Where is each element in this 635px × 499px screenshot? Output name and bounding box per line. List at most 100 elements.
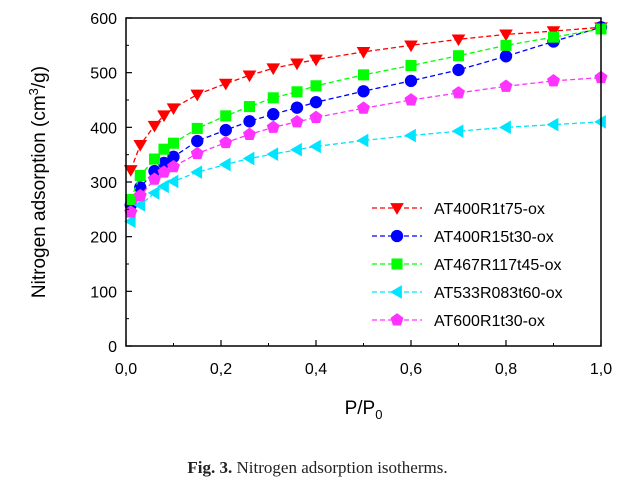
series-AT600R1t30-ox — [124, 70, 608, 218]
legend: AT400R1t75-ox AT400R15t30-ox AT467R117t45-… — [372, 201, 563, 330]
data-point — [242, 70, 257, 83]
figure-caption-label: Fig. 3. — [187, 458, 233, 477]
data-point — [499, 29, 513, 42]
data-point — [404, 93, 418, 106]
data-point — [218, 78, 233, 91]
y-tick-label: 200 — [90, 230, 117, 247]
data-point — [243, 127, 256, 140]
data-point — [290, 101, 304, 114]
data-point — [125, 193, 137, 206]
data-point — [404, 74, 418, 88]
data-point — [124, 205, 138, 218]
legend-marker — [391, 258, 403, 270]
legend-label: AT600R1t30-ox — [434, 313, 545, 330]
data-point — [148, 164, 161, 178]
y-axis-title-main: Nitrogen adsorption (cm — [29, 95, 50, 298]
series-AT533R083t60-ox — [123, 115, 606, 229]
data-point — [158, 143, 170, 155]
x-tick-label: 0,6 — [400, 361, 422, 378]
legend-marker — [390, 285, 402, 299]
data-point — [546, 117, 559, 132]
data-point — [266, 63, 281, 76]
y-tick-label: 100 — [90, 284, 117, 301]
legend-label: AT533R083t60-ox — [434, 285, 563, 302]
y-axis-title-superscript: 3 — [26, 88, 41, 95]
data-point — [310, 80, 322, 92]
data-point — [243, 101, 256, 113]
data-point — [157, 156, 171, 170]
x-axis-title-main: P/P — [345, 398, 376, 419]
y-tick-label: 0 — [108, 339, 117, 356]
data-point — [242, 151, 255, 166]
legend-entry: AT533R083t60-ox — [372, 285, 563, 302]
x-tick-label: 0,4 — [305, 361, 327, 378]
data-point — [547, 74, 560, 87]
series-AT467R117t45-ox — [125, 23, 607, 206]
data-point — [499, 79, 513, 92]
data-point — [267, 108, 280, 121]
y-axis: 0 100 200 300 400 500 600 — [90, 11, 132, 356]
data-point — [190, 146, 204, 160]
data-point — [167, 137, 180, 149]
series-layer — [123, 21, 608, 229]
data-point — [404, 40, 418, 53]
legend-marker — [390, 313, 404, 326]
x-tick-label: 0,0 — [115, 361, 137, 378]
data-point — [309, 139, 321, 154]
data-point — [157, 179, 169, 194]
data-point — [499, 120, 511, 135]
data-point — [309, 110, 323, 124]
data-point — [451, 34, 466, 47]
data-point — [157, 165, 171, 178]
data-point — [290, 142, 302, 157]
data-point — [133, 188, 147, 202]
x-axis: 0,0 0,2 0,4 0,6 0,8 1,0 — [115, 340, 612, 378]
data-point — [452, 63, 465, 77]
data-point — [134, 169, 146, 181]
data-point — [357, 69, 370, 81]
series-AT400R15t30-ox — [124, 21, 608, 212]
data-point — [123, 214, 136, 229]
data-point — [291, 86, 303, 98]
data-point — [219, 123, 232, 137]
data-point — [133, 198, 146, 212]
figure-caption-text: Nitrogen adsorption isotherms. — [236, 458, 448, 477]
legend-entry: AT600R1t30-ox — [372, 313, 545, 330]
legend-entry: AT400R1t75-ox — [372, 201, 545, 218]
data-point — [357, 101, 370, 114]
data-point — [356, 47, 371, 59]
data-point — [309, 54, 323, 67]
legend-entry: AT400R15t30-ox — [372, 229, 554, 246]
x-tick-label: 0,8 — [495, 361, 517, 378]
data-point — [147, 186, 160, 200]
legend-entry: AT467R117t45-ox — [372, 257, 561, 274]
data-point — [404, 128, 416, 143]
legend-marker — [390, 229, 404, 243]
data-point — [452, 86, 465, 99]
data-point — [266, 147, 279, 161]
data-point — [190, 165, 203, 179]
x-tick-label: 0,2 — [210, 361, 232, 378]
data-point — [220, 110, 232, 122]
legend-label: AT467R117t45-ox — [434, 257, 561, 274]
data-point — [357, 85, 370, 98]
data-point — [218, 157, 231, 172]
data-point — [267, 92, 279, 104]
data-point — [594, 115, 606, 129]
data-point — [451, 124, 464, 138]
data-point — [499, 50, 513, 63]
data-point — [133, 139, 148, 152]
data-point — [166, 103, 181, 116]
data-point — [191, 134, 204, 148]
data-point — [356, 133, 369, 148]
data-point — [243, 115, 256, 128]
data-point — [500, 39, 512, 51]
data-point — [167, 150, 180, 164]
data-point — [148, 153, 161, 165]
data-point — [148, 172, 161, 185]
y-tick-label: 400 — [90, 120, 117, 137]
legend-marker — [390, 203, 404, 215]
data-point — [452, 50, 465, 62]
data-point — [309, 96, 323, 109]
x-axis-title-subscript: 0 — [375, 407, 382, 422]
